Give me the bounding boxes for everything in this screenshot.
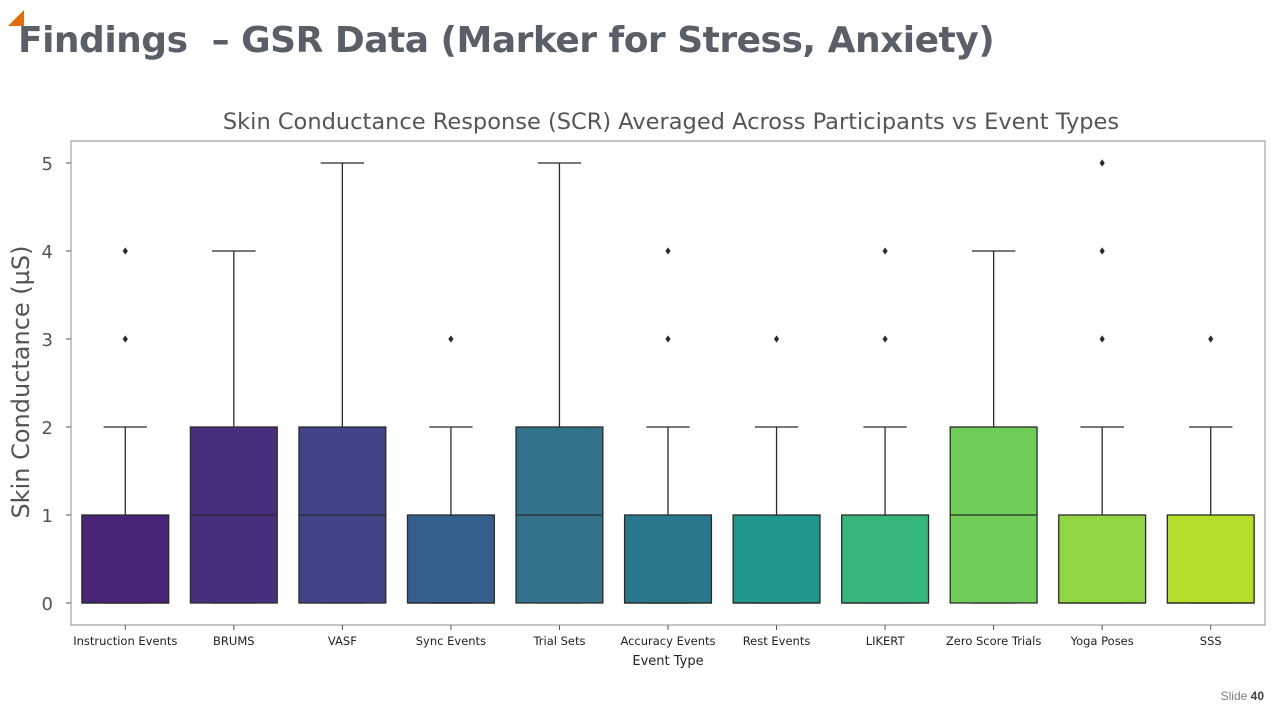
outlier-point (665, 247, 671, 255)
chart-title: Skin Conductance Response (SCR) Averaged… (223, 109, 1119, 135)
x-tick-label: VASF (328, 634, 357, 648)
y-tick-label: 2 (42, 418, 53, 439)
slide-title: Findings – GSR Data (Marker for Stress, … (18, 20, 995, 61)
box-4 (406, 514, 495, 604)
outlier-point (448, 335, 454, 343)
outlier-point (1099, 335, 1105, 343)
outlier-point (122, 335, 128, 343)
x-tick-label: Sync Events (416, 634, 486, 648)
y-tick-label: 3 (42, 330, 53, 351)
outlier-point (665, 335, 671, 343)
y-tick-label: 4 (42, 242, 53, 263)
slide-number-label: Slide (1220, 689, 1248, 703)
x-tick-label: Accuracy Events (620, 634, 715, 648)
x-tick-label: Instruction Events (73, 634, 177, 648)
x-tick-label: Zero Score Trials (946, 634, 1041, 648)
outlier-point (122, 247, 128, 255)
x-tick-label: Yoga Poses (1070, 634, 1134, 648)
x-tick-label: BRUMS (213, 634, 255, 648)
box-11 (1166, 514, 1255, 604)
box-6 (623, 514, 713, 604)
y-tick-label: 5 (42, 154, 53, 175)
outlier-point (1099, 247, 1105, 255)
slide-number: Slide 40 (1221, 689, 1264, 703)
box-10 (1058, 514, 1147, 604)
y-tick-label: 0 (42, 594, 53, 615)
outlier-point (882, 247, 888, 255)
x-tick-label: LIKERT (866, 634, 906, 648)
x-tick-label: SSS (1200, 634, 1222, 648)
outlier-point (773, 335, 780, 343)
slide-number-value: 40 (1250, 689, 1264, 703)
box-8 (841, 514, 930, 604)
outlier-point (882, 335, 888, 343)
corner-accent-mark (8, 10, 24, 26)
box-7 (732, 514, 821, 604)
x-tick-label: Trial Sets (532, 634, 585, 648)
y-axis-label: Skin Conductance (µS) (7, 245, 35, 518)
outlier-point (1099, 159, 1105, 167)
y-tick-label: 1 (42, 506, 53, 527)
box-1 (81, 514, 170, 604)
outlier-point (1208, 335, 1214, 343)
x-tick-label: Rest Events (743, 634, 811, 648)
x-axis-label: Event Type (632, 654, 703, 669)
